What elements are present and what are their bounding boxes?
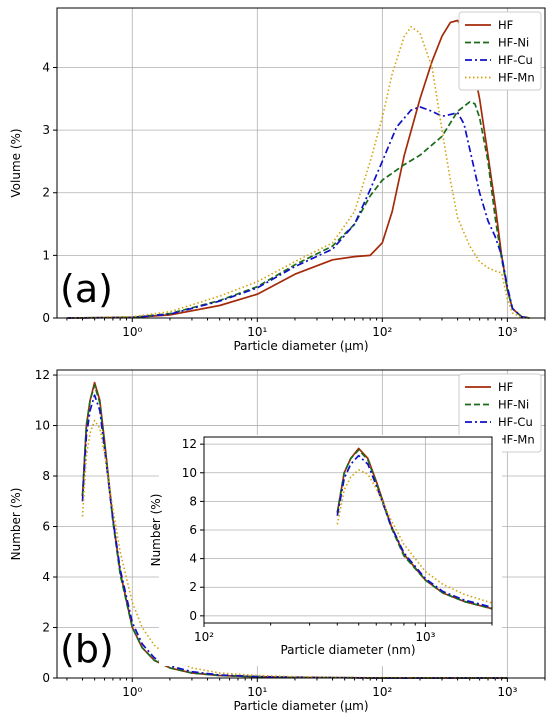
series-line-hf-cu [336,454,493,609]
y-tick-label: 4 [189,552,197,566]
panel-label: (b) [60,627,114,671]
legend: HF HF-Ni HF-Cu HF-Mn [458,11,542,91]
x-tick-label: 10³ [497,685,517,699]
legend-box [458,11,542,91]
legend-entry-hf-mn: HF-Mn [498,71,535,85]
x-tick-label: 10² [372,685,392,699]
legend-entry-hf: HF [498,380,513,394]
y-tick-label: 2 [42,621,50,635]
x-axis-label: Particle diameter (nm) [280,643,415,657]
y-tick-label: 12 [35,368,50,382]
x-tick-label: 10⁰ [122,325,142,339]
series-line-hf [66,19,530,319]
panel-b: 10⁰ 10¹ 10² 10³ 0 2 4 6 8 10 12 Particle diameter (… [9,368,546,713]
y-tick-label: 4 [42,570,50,584]
x-tick-label: 10³ [415,630,435,644]
y-tick-label: 2 [42,186,50,200]
y-tick-label: 6 [189,523,197,537]
legend-entry-hf-cu: HF-Cu [498,53,533,67]
y-tick-label: 8 [42,469,50,483]
series-line-hf-cu [81,394,508,679]
legend-entry-hf-ni: HF-Ni [498,36,529,50]
x-axis-label: Particle diameter (μm) [233,699,368,713]
x-tick-label: 10³ [497,325,517,339]
x-axis-label: Particle diameter (μm) [233,339,368,353]
panel-a: 10⁰ 10¹ 10² 10³ 0 1 2 3 4 Particle diameter (μm) V… [9,7,546,353]
inset-background [159,435,502,666]
y-tick-label: 0 [189,609,197,623]
y-axis-label: Volume (%) [9,128,23,197]
y-tick-label: 12 [182,437,197,451]
y-tick-label: 2 [189,580,197,594]
legend: HF HF-Ni HF-Cu HF-Mn [458,373,542,453]
y-tick-label: 3 [42,123,50,137]
y-tick-label: 4 [42,60,50,74]
x-tick-label: 10⁰ [122,685,142,699]
legend-entry-hf-cu: HF-Cu [498,415,533,429]
y-axis-label: Number (%) [9,488,23,561]
y-tick-label: 0 [42,311,50,325]
y-axis-label: Number (%) [149,494,163,567]
legend-entry-hf-mn: HF-Mn [498,433,535,447]
series-line-hf-cu [66,106,530,319]
y-tick-label: 8 [189,494,197,508]
panel-label: (a) [60,267,113,311]
x-tick-label: 10¹ [247,685,267,699]
legend-entry-hf: HF [498,18,513,32]
y-tick-label: 6 [42,520,50,534]
series-line-hf-mn [66,25,530,319]
y-tick-label: 10 [35,419,50,433]
plot-frame [56,7,546,319]
plot-frame [56,369,546,679]
y-tick-label: 10 [182,466,197,480]
x-tick-label: 10¹ [247,325,267,339]
inset: 10² 10³ 0 2 4 6 8 10 12 Particle diameter (nm) Num… [149,435,502,666]
series-line-hf-mn [81,419,508,679]
y-tick-label: 1 [42,248,50,262]
y-tick-label: 0 [42,671,50,685]
x-tick-label: 10² [194,630,214,644]
legend-entry-hf-ni: HF-Ni [498,398,529,412]
x-tick-label: 10² [372,325,392,339]
series-line-hf-mn [336,469,493,604]
